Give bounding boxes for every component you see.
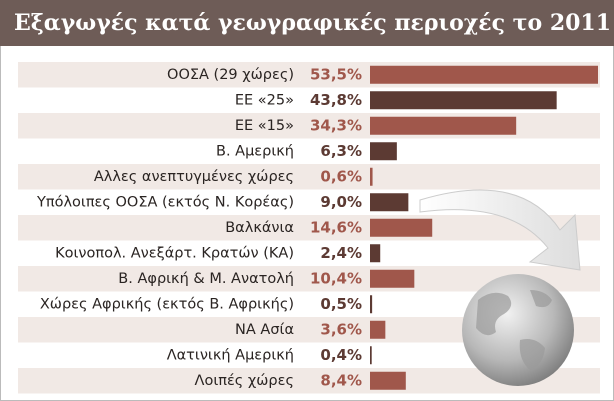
value-label: 2,4% xyxy=(320,244,362,262)
value-label: 53,5% xyxy=(310,65,362,83)
bar xyxy=(370,142,397,161)
category-label: Β. Αμερική xyxy=(216,143,294,159)
bar xyxy=(370,91,557,110)
value-label: 6,3% xyxy=(320,142,362,160)
bar xyxy=(370,295,373,314)
bar xyxy=(370,193,409,212)
bar xyxy=(370,218,433,237)
value-label: 9,0% xyxy=(320,193,362,211)
value-label: 0,6% xyxy=(320,167,362,185)
globe-land xyxy=(476,290,552,370)
bar xyxy=(370,346,372,365)
value-label: 3,6% xyxy=(320,320,362,338)
category-label: Βαλκάνια xyxy=(225,220,294,236)
bar xyxy=(370,320,386,339)
value-label: 34,3% xyxy=(310,116,362,134)
category-label: ΝΑ Ασία xyxy=(235,322,294,338)
value-label: 43,8% xyxy=(310,91,362,109)
row-band xyxy=(18,215,600,241)
arrow xyxy=(419,189,581,271)
category-label: ΟΟΣΑ (29 χώρες) xyxy=(167,67,294,83)
bar xyxy=(370,65,598,84)
bar xyxy=(370,116,517,135)
bar xyxy=(370,244,381,263)
category-label: ΕΕ «25» xyxy=(235,92,294,108)
bar xyxy=(370,371,406,390)
bar xyxy=(370,269,415,288)
row-band xyxy=(18,164,600,190)
value-label: 10,4% xyxy=(310,269,362,287)
category-label: ΕΕ «15» xyxy=(235,118,294,134)
title-bar xyxy=(0,0,614,46)
category-label: Χώρες Αφρικής (εκτός Β. Αφρικής) xyxy=(40,296,294,312)
category-label: Β. Αφρική & Μ. Ανατολή xyxy=(118,271,294,287)
category-label: Αλλες ανεπτυγμένες χώρες xyxy=(94,169,294,185)
category-label: Κοινοπολ. Ανεξάρτ. Κρατών (ΚΑ) xyxy=(55,245,294,261)
category-label: Λατινική Αμερική xyxy=(167,347,294,363)
value-label: 0,4% xyxy=(320,346,362,364)
bar xyxy=(370,167,373,186)
value-label: 8,4% xyxy=(320,371,362,389)
category-label: Υπόλοιπες ΟΟΣΑ (εκτός Ν. Κορέας) xyxy=(36,194,294,210)
category-label: Λοιπές χώρες xyxy=(195,373,294,389)
value-label: 14,6% xyxy=(310,218,362,236)
chart-title: Εξαγωγές κατά γεωγραφικές περιοχές το 20… xyxy=(14,10,611,36)
value-label: 0,5% xyxy=(320,295,362,313)
